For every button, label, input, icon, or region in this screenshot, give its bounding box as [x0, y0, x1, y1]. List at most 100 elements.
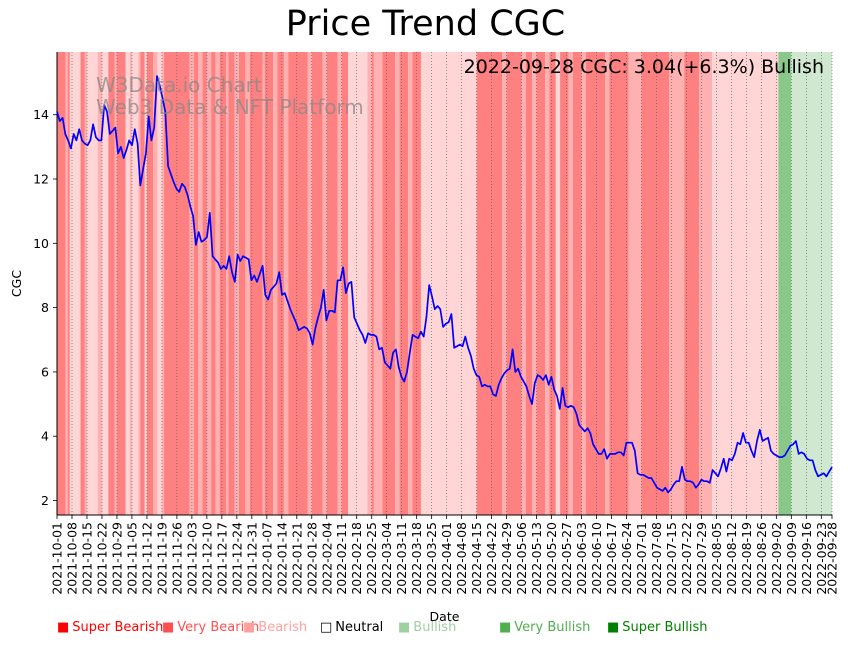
legend-label: Neutral	[335, 620, 384, 635]
sentiment-band-bearish	[198, 52, 203, 515]
sentiment-band-very-bearish	[288, 52, 308, 515]
x-tick-label: 2021-10-22	[94, 522, 109, 595]
sentiment-band-very-bearish	[249, 52, 263, 515]
sentiment-band-bearish	[628, 52, 642, 515]
legend-item-neutral: □ Neutral	[320, 620, 383, 635]
y-tick-label: 10	[33, 236, 49, 251]
x-tick-label: 2022-04-08	[454, 522, 469, 595]
sentiment-band-neutral	[125, 52, 130, 515]
legend-marker: ■	[398, 620, 411, 635]
legend-label: Very Bearish	[177, 620, 260, 635]
sentiment-band-very-bearish	[219, 52, 227, 515]
y-tick-label: 2	[41, 493, 49, 508]
x-tick-label: 2022-05-27	[559, 522, 574, 595]
sentiment-band-bearish	[153, 52, 158, 515]
sentiment-band-very-bearish	[228, 52, 235, 515]
sentiment-band-neutral	[157, 52, 162, 515]
sentiment-band-very-bearish	[525, 52, 533, 515]
watermark-line-2: Web3 Data & NFT Platform	[96, 95, 364, 119]
x-axis-label: Date	[430, 609, 460, 624]
sentiment-band-very-bullish	[778, 52, 792, 515]
legend-marker: ■	[162, 620, 175, 635]
legend-marker: ■	[57, 620, 70, 635]
sentiment-band-neutral	[86, 52, 98, 515]
sentiment-band-very-bearish	[641, 52, 670, 515]
x-tick-label: 2022-08-12	[724, 522, 739, 595]
x-tick-label: 2021-11-19	[154, 522, 169, 595]
sentiment-band-very-bearish	[202, 52, 207, 515]
sentiment-band-bearish	[65, 52, 68, 515]
x-tick-label: 2021-11-12	[139, 522, 154, 595]
x-tick-label: 2022-01-07	[259, 522, 274, 595]
sentiment-band-bearish	[669, 52, 685, 515]
x-tick-label: 2022-07-08	[649, 522, 664, 595]
sentiment-band-neutral	[144, 52, 147, 515]
sentiment-band-bearish	[373, 52, 383, 515]
y-tick-label: 4	[41, 429, 49, 444]
legend-marker: ■	[607, 620, 620, 635]
sentiment-band-very-bearish	[585, 52, 606, 515]
chart-title: Price Trend CGC	[285, 4, 566, 44]
legend-item-bullish: ■ Bullish	[398, 620, 456, 635]
x-tick-label: 2021-12-03	[184, 522, 199, 595]
x-tick-label: 2022-03-04	[379, 522, 394, 595]
sentiment-band-neutral	[131, 52, 139, 515]
x-tick-label: 2022-08-19	[739, 522, 754, 595]
sentiment-band-bearish	[605, 52, 610, 515]
sentiment-band-bearish	[206, 52, 212, 515]
x-tick-label: 2021-10-15	[79, 522, 94, 595]
sentiment-band-very-bearish	[238, 52, 246, 515]
sentiment-band-very-bearish	[80, 52, 85, 515]
x-tick-label: 2021-11-05	[124, 522, 139, 595]
sentiment-band-very-bearish	[67, 52, 70, 515]
sentiment-band-bearish	[395, 52, 400, 515]
legend-marker: ■	[243, 620, 256, 635]
sentiment-band-neutral	[69, 52, 81, 515]
sentiment-band-bearish	[138, 52, 141, 515]
sentiment-band-bearish	[97, 52, 102, 515]
x-tick-label: 2021-11-26	[169, 522, 184, 595]
x-tick-label: 2022-06-03	[574, 522, 589, 595]
legend-label: Bearish	[258, 620, 308, 635]
x-tick-label: 2022-05-13	[529, 522, 544, 595]
price-line-cgc	[56, 75, 833, 494]
sentiment-band-very-bearish	[609, 52, 629, 515]
x-tick-label: 2022-03-18	[409, 522, 424, 595]
x-tick-label: 2022-09-28	[825, 522, 840, 595]
x-tick-label: 2022-05-20	[544, 522, 559, 595]
x-tick-label: 2022-07-29	[694, 522, 709, 595]
sentiment-band-bearish	[84, 52, 87, 515]
x-tick-label: 2022-04-15	[469, 522, 484, 595]
sentiment-band-bearish	[699, 52, 713, 515]
sentiment-band-very-bearish	[326, 52, 338, 515]
x-tick-label: 2022-07-22	[679, 522, 694, 595]
x-tick-label: 2022-09-16	[799, 522, 814, 595]
sentiment-band-very-bearish	[311, 52, 323, 515]
x-tick-label: 2022-06-10	[589, 522, 604, 595]
x-tick-label: 2021-12-24	[229, 522, 244, 595]
sentiment-band-bearish	[129, 52, 132, 515]
x-tick-label: 2022-08-05	[709, 522, 724, 595]
legend-item-very-bearish: ■ Very Bearish	[162, 620, 259, 635]
x-tick-label: 2022-04-01	[439, 522, 454, 595]
sentiment-band-bearish	[161, 52, 165, 515]
sentiment-band-very-bearish	[146, 52, 154, 515]
watermark-line-1: W3Data.io Chart	[96, 73, 262, 97]
x-tick-label: 2021-10-29	[109, 522, 124, 595]
x-tick-label: 2022-08-26	[754, 522, 769, 595]
x-tick-label: 2022-09-09	[784, 522, 799, 595]
legend-marker: □	[320, 620, 333, 635]
sentiment-band-bearish	[283, 52, 289, 515]
sentiment-band-bearish	[568, 52, 573, 515]
legend-label: Super Bearish	[72, 620, 164, 635]
sentiment-band-bearish	[307, 52, 312, 515]
x-tick-label: 2022-02-25	[364, 522, 379, 595]
sentiment-band-bearish	[226, 52, 229, 515]
x-tick-label: 2021-12-17	[214, 522, 229, 595]
sentiment-band-bearish	[114, 52, 117, 515]
sentiment-band-very-bearish	[57, 52, 66, 515]
sentiment-band-neutral	[431, 52, 477, 515]
sentiment-band-very-bearish	[264, 52, 274, 515]
x-tick-label: 2022-01-14	[274, 522, 289, 595]
x-tick-label: 2022-04-29	[499, 522, 514, 595]
